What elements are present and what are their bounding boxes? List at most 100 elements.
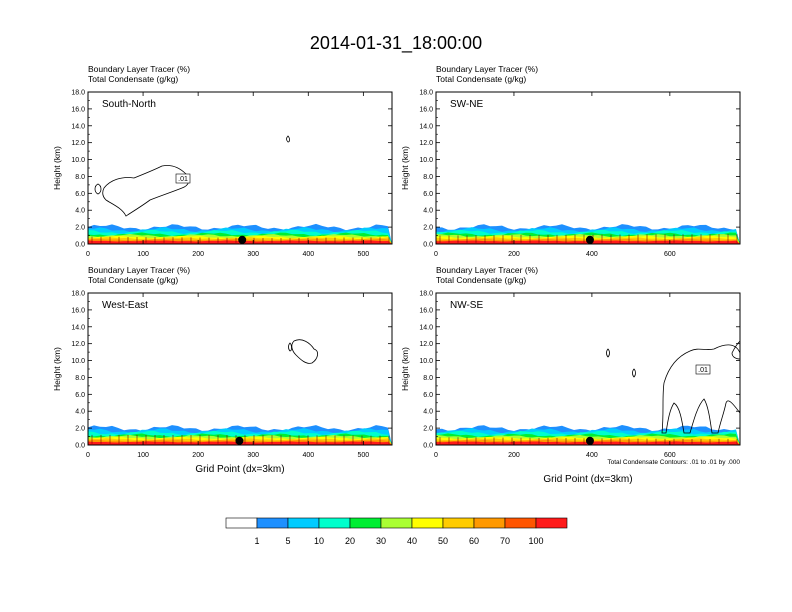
panel-subtitle-condensate: Total Condensate (g/kg)	[88, 74, 178, 84]
x-tick-label: 500	[358, 251, 370, 258]
y-tick-label: 0.0	[75, 443, 85, 450]
y-tick-label: 8.0	[75, 375, 85, 382]
plot-area	[436, 293, 740, 445]
location-marker	[238, 235, 247, 244]
plot-area	[88, 293, 392, 445]
y-tick-label: 4.0	[423, 208, 433, 215]
panel-subtitle-condensate: Total Condensate (g/kg)	[88, 275, 178, 285]
y-tick-label: 2.0	[423, 426, 433, 433]
x-tick-label: 200	[508, 452, 520, 459]
x-axis-label-left: Grid Point (dx=3km)	[195, 464, 284, 475]
y-tick-label: 2.0	[423, 225, 433, 232]
panel-title: SW-NE	[450, 99, 483, 110]
location-marker	[235, 436, 244, 445]
x-tick-label: 600	[664, 452, 676, 459]
condensate-contour	[606, 348, 610, 358]
condensate-contour	[288, 342, 292, 352]
x-tick-label: 0	[434, 452, 438, 459]
x-tick-label: 100	[137, 251, 149, 258]
y-tick-label: 12.0	[71, 140, 85, 147]
contour-label: .01	[698, 367, 708, 374]
x-tick-label: 400	[586, 251, 598, 258]
colorbar-label: 30	[376, 536, 386, 546]
plot-area	[88, 92, 392, 244]
x-tick-label: 100	[137, 452, 149, 459]
y-tick-label: 16.0	[419, 106, 433, 113]
y-tick-label: 8.0	[423, 174, 433, 181]
y-tick-label: 10.0	[71, 358, 85, 365]
colorbar-swatch	[473, 517, 506, 529]
x-tick-label: 600	[664, 251, 676, 258]
x-tick-label: 500	[358, 452, 370, 459]
contour-label: .01	[178, 176, 188, 183]
x-tick-label: 400	[586, 452, 598, 459]
panel-title: West-East	[102, 300, 148, 311]
y-tick-label: 4.0	[75, 409, 85, 416]
x-tick-label: 200	[192, 452, 204, 459]
y-tick-label: 6.0	[423, 191, 433, 198]
colorbar-swatch	[535, 517, 568, 529]
y-tick-label: 16.0	[71, 307, 85, 314]
x-tick-label: 400	[302, 251, 314, 258]
y-tick-label: 16.0	[71, 106, 85, 113]
y-tick-label: 18.0	[419, 291, 433, 298]
panel-title: NW-SE	[450, 300, 483, 311]
location-marker	[585, 235, 594, 244]
tracer-shading	[88, 425, 392, 445]
colorbar-swatch	[256, 517, 289, 529]
condensate-contour	[94, 183, 102, 195]
y-tick-label: 14.0	[419, 123, 433, 130]
panel-west-east: Boundary Layer Tracer (%)Total Condensat…	[52, 265, 393, 459]
y-tick-label: 18.0	[71, 90, 85, 97]
y-tick-label: 12.0	[419, 140, 433, 147]
colorbar-label: 5	[285, 536, 290, 546]
colorbar-label: 20	[345, 536, 355, 546]
y-tick-label: 0.0	[423, 242, 433, 249]
y-tick-label: 18.0	[71, 291, 85, 298]
x-tick-label: 300	[247, 251, 259, 258]
panel-subtitle-tracer: Boundary Layer Tracer (%)	[436, 64, 538, 74]
y-tick-label: 14.0	[419, 324, 433, 331]
y-tick-label: 2.0	[75, 426, 85, 433]
y-tick-label: 18.0	[419, 90, 433, 97]
panel-subtitle-tracer: Boundary Layer Tracer (%)	[88, 265, 190, 275]
y-axis-label: Height (km)	[400, 146, 410, 190]
panels: Boundary Layer Tracer (%)Total Condensat…	[52, 64, 741, 459]
colorbar-swatch	[349, 517, 382, 529]
panel-title: South-North	[102, 99, 156, 110]
plot-area	[436, 92, 740, 244]
y-tick-label: 14.0	[71, 123, 85, 130]
contour-label-box	[695, 364, 711, 375]
location-marker	[585, 436, 594, 445]
condensate-contour	[632, 368, 636, 378]
figure-title: 2014-01-31_18:00:00	[310, 33, 482, 54]
colorbar-swatch	[318, 517, 351, 529]
colorbar-swatch	[442, 517, 475, 529]
y-axis-label: Height (km)	[400, 347, 410, 391]
panel-nw-se: Boundary Layer Tracer (%)Total Condensat…	[400, 265, 741, 459]
x-tick-label: 400	[302, 452, 314, 459]
x-tick-label: 0	[86, 251, 90, 258]
x-tick-label: 0	[86, 452, 90, 459]
colorbar-label: 40	[407, 536, 417, 546]
colorbar-swatch	[411, 517, 444, 529]
panel-subtitle-condensate: Total Condensate (g/kg)	[436, 74, 526, 84]
y-tick-label: 6.0	[75, 392, 85, 399]
y-tick-label: 4.0	[75, 208, 85, 215]
panel-subtitle-tracer: Boundary Layer Tracer (%)	[436, 265, 538, 275]
condensate-contour	[286, 135, 290, 143]
colorbar-label: 1	[254, 536, 259, 546]
y-axis-label: Height (km)	[52, 146, 62, 190]
contour-label-box	[175, 173, 191, 184]
y-tick-label: 10.0	[419, 157, 433, 164]
colorbar-swatch	[225, 517, 258, 529]
y-axis-label: Height (km)	[52, 347, 62, 391]
y-tick-label: 16.0	[419, 307, 433, 314]
y-tick-label: 2.0	[75, 225, 85, 232]
condensate-contour	[102, 165, 190, 217]
panel-sw-ne: Boundary Layer Tracer (%)Total Condensat…	[400, 64, 741, 258]
x-axis-label-right: Grid Point (dx=3km)	[543, 474, 632, 485]
x-tick-label: 200	[508, 251, 520, 258]
y-tick-label: 12.0	[71, 341, 85, 348]
